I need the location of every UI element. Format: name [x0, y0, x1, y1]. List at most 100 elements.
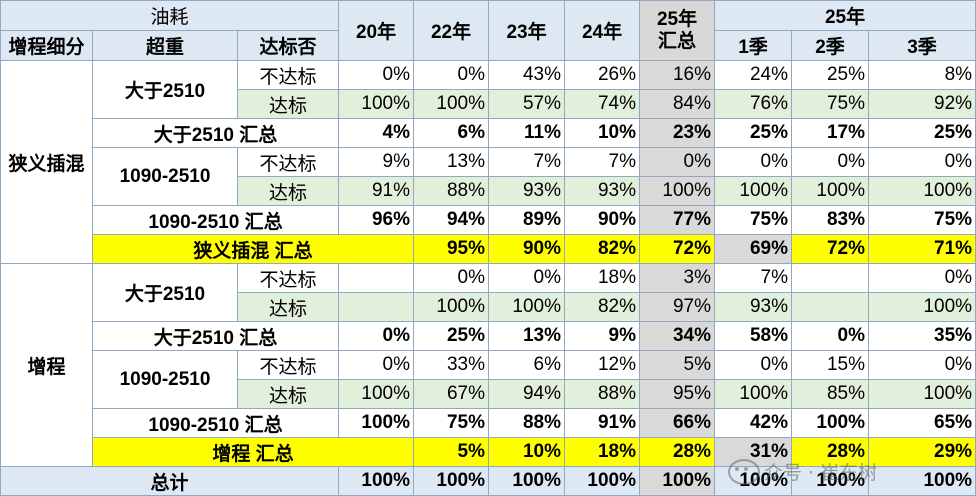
value-cell: 0%: [714, 147, 793, 177]
value-cell: 0%: [338, 350, 415, 380]
weight-group-label: 1090-2510: [92, 350, 238, 409]
value-cell: 95%: [639, 379, 716, 409]
value-cell: 0%: [714, 350, 793, 380]
value-cell: 100%: [338, 89, 415, 119]
value-cell: 12%: [564, 350, 641, 380]
value-cell: 77%: [639, 205, 716, 235]
value-cell: 100%: [868, 466, 976, 496]
value-cell: 95%: [413, 234, 490, 264]
grand-total-label: 总计: [0, 466, 340, 496]
value-cell: 91%: [338, 176, 415, 206]
table-row: 达标 100% 100% 57% 74% 84% 76% 75% 92%: [1, 89, 976, 119]
value-cell: 100%: [714, 466, 793, 496]
segment-total-label: 增程 汇总: [91, 437, 415, 467]
value-cell: 65%: [868, 408, 976, 438]
value-cell: 94%: [488, 379, 566, 409]
header-compliance: 达标否: [236, 30, 340, 61]
value-cell: 13%: [413, 147, 490, 177]
value-cell: 75%: [714, 205, 793, 235]
compliance-status: 达标: [236, 89, 340, 119]
value-cell: 18%: [564, 437, 641, 467]
value-cell: 17%: [791, 118, 870, 148]
subtotal-row: 1090-2510 汇总 100% 75% 88% 91% 66% 42% 100% 65%: [1, 408, 976, 438]
value-cell: 90%: [488, 234, 566, 264]
header-year-23: 23年: [488, 0, 566, 61]
value-cell: 91%: [564, 408, 641, 438]
value-cell: 24%: [714, 60, 793, 90]
value-cell: 97%: [639, 292, 716, 322]
table-row: 达标 91% 88% 93% 93% 100% 100% 100% 100%: [1, 176, 976, 206]
header-year-25-summary: 25年 汇总: [639, 0, 716, 61]
value-cell: 100%: [564, 466, 641, 496]
value-cell: 5%: [413, 437, 490, 467]
value-cell: [791, 263, 870, 293]
value-cell: 0%: [639, 147, 716, 177]
value-cell: 72%: [639, 234, 716, 264]
value-cell: 93%: [564, 176, 641, 206]
weight-group-label: 1090-2510: [92, 147, 238, 206]
weight-group-label: 大于2510: [92, 263, 238, 322]
table-row: 增程 大于2510 不达标 0% 0% 18% 3% 7% 0%: [0, 263, 976, 467]
value-cell: 0%: [413, 263, 490, 293]
value-cell: 76%: [714, 89, 793, 119]
value-cell: 28%: [639, 437, 716, 467]
value-cell: 7%: [488, 147, 566, 177]
value-cell: 28%: [791, 437, 870, 467]
value-cell: 0%: [868, 147, 976, 177]
compliance-status: 达标: [236, 292, 340, 322]
value-cell: 0%: [488, 263, 566, 293]
segment-total-label: 狭义插混 汇总: [91, 234, 415, 264]
value-cell: 7%: [564, 147, 641, 177]
value-cell: 11%: [488, 118, 566, 148]
compliance-status: 不达标: [236, 350, 340, 380]
value-cell: 88%: [564, 379, 641, 409]
value-cell: 100%: [413, 89, 490, 119]
value-cell: 33%: [413, 350, 490, 380]
value-cell: 34%: [639, 321, 716, 351]
value-cell: 0%: [791, 147, 870, 177]
header-fuel: 油耗: [0, 0, 340, 31]
value-cell: 67%: [413, 379, 490, 409]
value-cell: 82%: [564, 234, 641, 264]
value-cell: 6%: [413, 118, 490, 148]
header-summary-line2: 汇总: [658, 30, 697, 52]
header-q2: 2季: [791, 30, 870, 61]
subtotal-row: 大于2510 汇总 0% 25% 13% 9% 34% 58% 0% 35%: [1, 321, 976, 351]
value-cell: 100%: [488, 466, 566, 496]
value-cell: 92%: [868, 89, 976, 119]
value-cell: 88%: [413, 176, 490, 206]
table-row: 1090-2510 不达标 0% 33% 6% 12% 5% 0% 15% 0%: [1, 350, 976, 409]
segment-label: 狭义插混: [0, 60, 93, 264]
subtotal-label: 大于2510 汇总: [91, 321, 340, 351]
table-row: 达标 100% 100% 82% 97% 93% 100%: [1, 292, 976, 322]
header-overweight: 超重: [92, 30, 238, 61]
header-year-25: 25年: [714, 0, 976, 31]
value-cell: 88%: [488, 408, 566, 438]
value-cell: 13%: [488, 321, 566, 351]
value-cell: 100%: [791, 466, 870, 496]
value-cell: 10%: [488, 437, 566, 467]
value-cell: 74%: [564, 89, 641, 119]
value-cell: 16%: [639, 60, 716, 90]
subtotal-row: 大于2510 汇总 4% 6% 11% 10% 23% 25% 17% 25%: [1, 118, 976, 148]
compliance-status: 不达标: [236, 147, 340, 177]
header-q1: 1季: [714, 30, 793, 61]
header-summary-line1: 25年: [656, 8, 698, 30]
value-cell: 94%: [413, 205, 490, 235]
subtotal-label: 1090-2510 汇总: [91, 205, 340, 235]
value-cell: 100%: [488, 292, 566, 322]
value-cell: 9%: [564, 321, 641, 351]
subtotal-label: 大于2510 汇总: [91, 118, 340, 148]
header-subtype: 增程细分: [0, 30, 93, 61]
value-cell: [791, 292, 870, 322]
value-cell: 29%: [868, 437, 976, 467]
subtotal-row: 1090-2510 汇总 96% 94% 89% 90% 77% 75% 83% 75%: [1, 205, 976, 235]
table-row: 达标 100% 67% 94% 88% 95% 100% 85% 100%: [1, 379, 976, 409]
compliance-status: 达标: [236, 176, 340, 206]
value-cell: 42%: [714, 408, 793, 438]
weight-group-label: 大于2510: [92, 60, 238, 119]
value-cell: 82%: [564, 292, 641, 322]
value-cell: 93%: [488, 176, 566, 206]
value-cell: 57%: [488, 89, 566, 119]
